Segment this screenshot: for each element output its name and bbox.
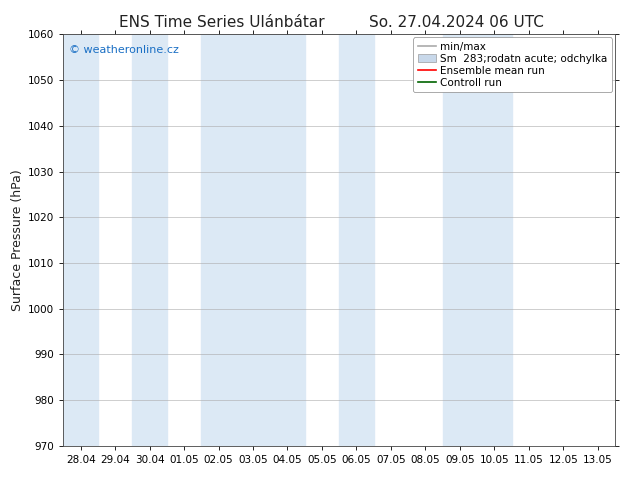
- Text: ENS Time Series Ulánbátar: ENS Time Series Ulánbátar: [119, 15, 325, 30]
- Y-axis label: Surface Pressure (hPa): Surface Pressure (hPa): [11, 169, 24, 311]
- Bar: [133, 34, 167, 446]
- Bar: [443, 34, 512, 446]
- Bar: [339, 34, 373, 446]
- Text: So. 27.04.2024 06 UTC: So. 27.04.2024 06 UTC: [369, 15, 544, 30]
- Bar: [63, 34, 98, 446]
- Bar: [202, 34, 305, 446]
- Legend: min/max, Sm  283;rodatn acute; odchylka, Ensemble mean run, Controll run: min/max, Sm 283;rodatn acute; odchylka, …: [413, 37, 612, 92]
- Text: © weatheronline.cz: © weatheronline.cz: [69, 45, 179, 54]
